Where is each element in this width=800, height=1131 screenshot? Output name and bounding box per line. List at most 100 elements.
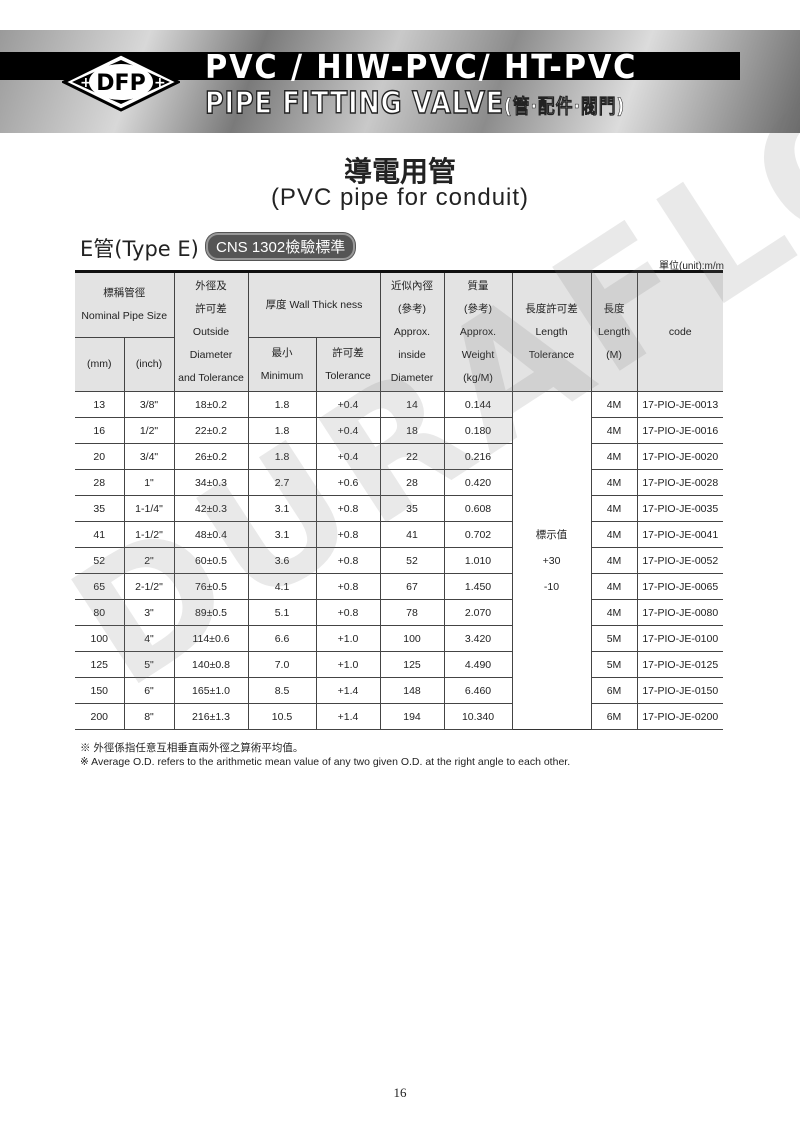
page-title-en: (PVC pipe for conduit) [270,184,530,211]
table-row: 16 1/2" 22±0.2 1.8 +0.4 18 0.180 4M 17-PIO-JE-00… [75,417,723,444]
cell-od: 60±0.5 [173,547,248,574]
cell-tol: +0.4 [315,417,380,444]
cell-mm: 100 [75,625,124,652]
cell-tol: +0.8 [315,599,380,626]
subtitle-en: PIPE FITTING VALVE [204,85,505,122]
svg-text:+: + [154,75,166,91]
cell-length: 4M [590,443,637,470]
cell-code: 17-PIO-JE-0035 [636,495,723,522]
cell-weight: 0.144 [443,391,512,418]
cell-code: 17-PIO-JE-0041 [636,521,723,548]
cell-od: 42±0.3 [173,495,248,522]
header-tol: 許可差 Tolerance [315,337,380,392]
cell-min: 3.1 [247,521,316,548]
cell-inside: 52 [379,547,444,574]
cell-min: 8.5 [247,677,316,704]
cell-inch: 6" [123,677,174,704]
cell-inch: 2-1/2" [123,573,174,600]
cell-min: 5.1 [247,599,316,626]
unit-label: 單位(unit):m/m [659,261,724,272]
cell-inside: 78 [379,599,444,626]
header-inside: 近似內徑 (參考) Approx. inside Diameter [379,271,445,392]
cell-inch: 1-1/2" [123,521,174,548]
cell-tol: +0.8 [315,573,380,600]
cell-mm: 200 [75,703,124,730]
cell-weight: 1.010 [443,547,512,574]
note-en: ※ Average O.D. refers to the arithmetic … [80,756,571,768]
header-title: PVC / HIW-PVC/ HT-PVC [205,47,638,86]
table-row: 41 1-1/2" 48±0.4 3.1 +0.8 41 0.702 4M 17-PIO-JE-… [75,521,723,548]
length-tolerance-line: +30 [542,554,561,567]
cell-min: 4.1 [247,573,316,600]
length-tolerance-line: 標示值 [535,528,568,541]
cell-inside: 22 [379,443,444,470]
cell-mm: 16 [75,417,124,444]
cell-od: 89±0.5 [173,599,248,626]
cell-od: 18±0.2 [173,391,248,418]
cell-code: 17-PIO-JE-0052 [636,547,723,574]
svg-text:+: + [80,75,92,91]
cell-weight: 0.420 [443,469,512,496]
cell-code: 17-PIO-JE-0016 [636,417,723,444]
cell-tol: +0.4 [315,443,380,470]
cell-tol: +1.4 [315,703,380,730]
cell-weight: 0.702 [443,521,512,548]
cell-length: 6M [590,677,637,704]
cell-inch: 3/8" [123,391,174,418]
cell-tol: +1.0 [315,651,380,678]
header-nominal: 標稱管徑 Nominal Pipe Size [75,271,175,338]
header-code: code [636,271,723,392]
length-tolerance-line: -10 [543,580,560,593]
table-row: 20 3/4" 26±0.2 1.8 +0.4 22 0.216 4M 17-PIO-JE-00… [75,443,723,470]
cell-code: 17-PIO-JE-0028 [636,469,723,496]
cell-od: 140±0.8 [173,651,248,678]
cell-inside: 28 [379,469,444,496]
header-subtitle: PIPE FITTING VALVE(管·配件·閥門) [204,85,625,122]
cell-code: 17-PIO-JE-0080 [636,599,723,626]
table-row: 35 1-1/4" 42±0.3 3.1 +0.8 35 0.608 4M 17-PIO-JE-… [75,495,723,522]
table-row: 100 4" 114±0.6 6.6 +1.0 100 3.420 5M 17-PIO-JE-0… [75,625,723,652]
cell-length: 4M [590,547,637,574]
cell-inside: 148 [379,677,444,704]
cell-length: 4M [590,391,637,418]
cell-od: 76±0.5 [173,573,248,600]
cell-weight: 0.216 [443,443,512,470]
cell-weight: 2.070 [443,599,512,626]
cell-min: 1.8 [247,443,316,470]
svg-text:DFP: DFP [96,71,145,96]
cell-weight: 10.340 [443,703,512,730]
cell-min: 1.8 [247,417,316,444]
cell-od: 114±0.6 [173,625,248,652]
cell-inch: 1-1/4" [123,495,174,522]
cell-code: 17-PIO-JE-0125 [636,651,723,678]
pipe-spec-table: 標稱管徑 Nominal Pipe Size 外徑及 許可差 Outside Diame… [75,270,723,730]
header-weight: 質量 (參考) Approx. Weight (kg/M) [443,271,513,392]
header-length-tolerance: 長度許可差 Length Tolerance [511,271,592,392]
table-row: 52 2" 60±0.5 3.6 +0.8 52 1.010 4M 17-PIO-JE-0052 [75,547,723,574]
cell-length-tolerance: 標示值 +30 -10 [511,391,591,730]
cell-weight: 3.420 [443,625,512,652]
cell-inch: 3" [123,599,174,626]
header-mm: (mm) [75,337,125,392]
cell-length: 4M [590,495,637,522]
cell-weight: 6.460 [443,677,512,704]
cell-length: 5M [590,625,637,652]
cell-mm: 13 [75,391,124,418]
cell-tol: +0.8 [315,521,380,548]
cell-mm: 125 [75,651,124,678]
cell-min: 10.5 [247,703,316,730]
header-inch: (inch) [123,337,175,392]
cell-inch: 5" [123,651,174,678]
cell-code: 17-PIO-JE-0065 [636,573,723,600]
page-number: 16 [393,1085,407,1100]
table-row: 150 6" 165±1.0 8.5 +1.4 148 6.460 6M 17-PIO-JE-0… [75,677,723,704]
table-row: 28 1" 34±0.3 2.7 +0.6 28 0.420 4M 17-PIO-JE-0028 [75,469,723,496]
cell-code: 17-PIO-JE-0100 [636,625,723,652]
cell-inside: 67 [379,573,444,600]
header-od: 外徑及 許可差 Outside Diameter and Tolerance [173,271,249,392]
cell-mm: 41 [75,521,124,548]
cell-min: 7.0 [247,651,316,678]
cell-inch: 1/2" [123,417,174,444]
cell-min: 2.7 [247,469,316,496]
cell-od: 26±0.2 [173,443,248,470]
